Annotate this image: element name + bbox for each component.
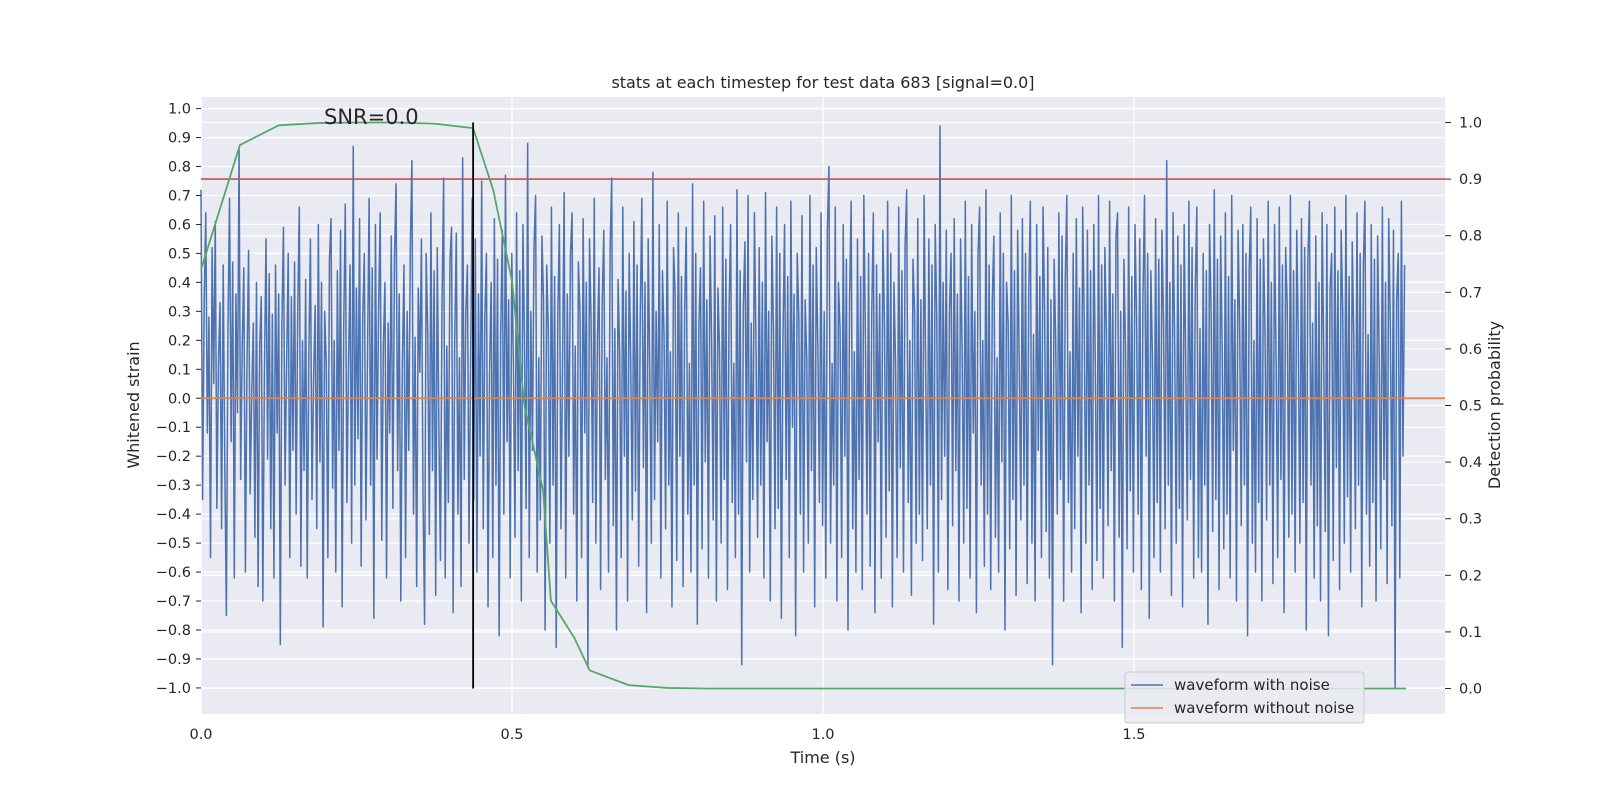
y-tick-label: 0.7: [168, 188, 191, 204]
x-tick-label: 0.0: [189, 727, 212, 743]
y-tick-label: 0.1: [168, 362, 191, 378]
legend-label-waveform-without-noise: waveform without noise: [1174, 699, 1354, 717]
y-axis-label: Whitened strain: [124, 341, 143, 468]
y-tick-label: 1.0: [168, 102, 191, 118]
y2-tick-label: 0.0: [1459, 682, 1482, 698]
y-tick-label: −0.4: [156, 507, 191, 523]
y2-tick-label: 0.7: [1459, 285, 1482, 301]
y-tick-label: 0.2: [168, 333, 191, 349]
y2-tick-label: 0.3: [1459, 512, 1482, 528]
legend-box: [1124, 671, 1365, 724]
series-layer: [200, 121, 1445, 690]
y-tick-label: −0.1: [156, 420, 191, 436]
y2-tick-label: 0.4: [1459, 455, 1482, 471]
x-tick-label: 1.0: [811, 727, 834, 743]
x-tick-label: 1.5: [1122, 727, 1145, 743]
x-tick-label: 0.5: [500, 727, 523, 743]
y2-tick-label: 0.1: [1459, 625, 1482, 641]
y-tick-label: 0.6: [168, 217, 191, 233]
y2-axis-label: Detection probability: [1485, 321, 1504, 489]
chart-title: stats at each timestep for test data 683…: [611, 73, 1034, 92]
y-tick-label: −0.9: [156, 652, 191, 668]
y-tick-label: 0.0: [168, 391, 191, 407]
series-line-detection-probability: [200, 121, 1407, 690]
x-axis-label: Time (s): [789, 748, 855, 767]
y-tick-label: 0.4: [168, 275, 191, 291]
y-tick-label: 0.3: [168, 304, 191, 320]
legend: waveform with noise waveform without noi…: [1124, 671, 1365, 724]
axes-layer: 0.0 0.5 1.0 1.5 1.0 0.9 0.8 0.7 0.6 0.5 0.4 0.3 0.2 0…: [156, 102, 1482, 743]
y2-tick-label: 0.6: [1459, 342, 1482, 358]
y2-tick-label: 0.9: [1459, 172, 1482, 188]
y-tick-label: 0.5: [168, 246, 191, 262]
y2-tick-label: 1.0: [1459, 115, 1482, 131]
y-tick-label: 0.8: [168, 160, 191, 176]
series-line-waveform-with-noise: [200, 125, 1406, 689]
y-tick-label: 0.9: [168, 131, 191, 147]
y2-tick-label: 0.5: [1459, 399, 1482, 415]
y-tick-label: −1.0: [156, 681, 191, 697]
legend-label-waveform-with-noise: waveform with noise: [1174, 676, 1330, 694]
y-tick-label: −0.2: [156, 449, 191, 465]
snr-annotation: SNR=0.0: [324, 105, 419, 129]
y-tick-label: −0.5: [156, 536, 191, 552]
y-tick-label: −0.8: [156, 623, 191, 639]
y-tick-label: −0.6: [156, 565, 191, 581]
y-tick-label: −0.3: [156, 478, 191, 494]
y2-tick-label: 0.2: [1459, 568, 1482, 584]
y-tick-label: −0.7: [156, 594, 191, 610]
y2-tick-label: 0.8: [1459, 229, 1482, 245]
